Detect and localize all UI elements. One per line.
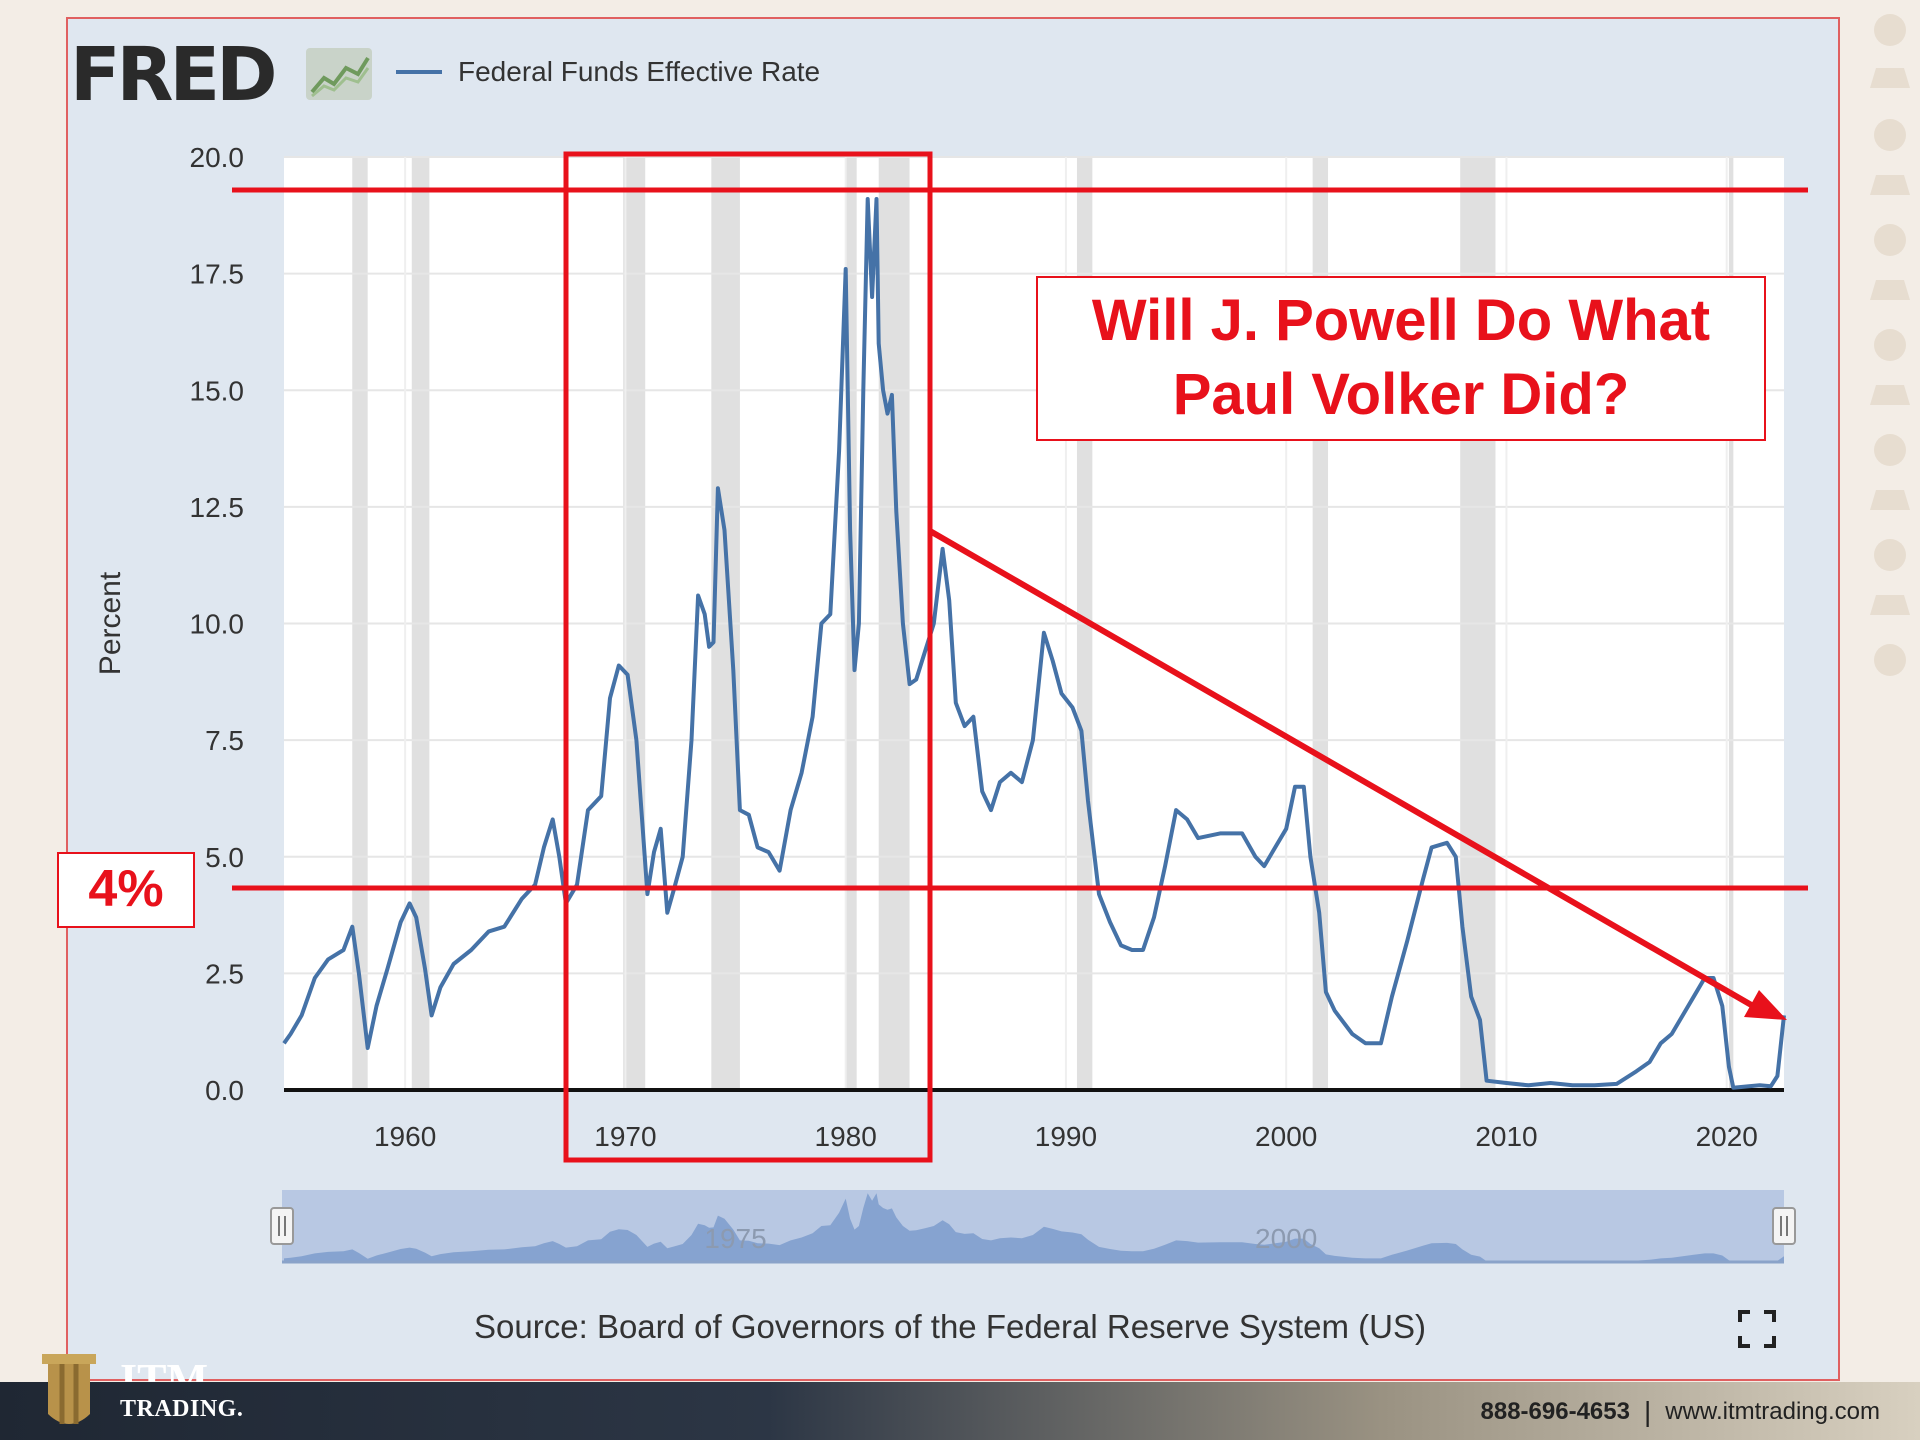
x-tick-label: 1980 [815, 1121, 877, 1152]
y-tick-label: 7.5 [205, 725, 244, 756]
y-tick-label: 20.0 [190, 142, 245, 173]
y-tick-label: 17.5 [190, 259, 245, 290]
headline-line-2: Paul Volker Did? [1173, 362, 1630, 427]
x-tick-label: 2010 [1475, 1121, 1537, 1152]
y-tick-label: 15.0 [190, 375, 245, 406]
line-chart-icon [306, 48, 372, 100]
y-tick-label: 5.0 [205, 842, 244, 873]
legend-label: Federal Funds Effective Rate [458, 56, 821, 87]
fred-logo[interactable]: FRED [70, 32, 278, 118]
grip-handle-icon[interactable] [270, 1207, 294, 1245]
legend-swatch [396, 70, 442, 74]
level-label: 4% [88, 860, 163, 918]
highlight-box [563, 151, 933, 1163]
y-axis-label: Percent [94, 571, 127, 675]
trend-arrow-line [928, 528, 1762, 1013]
handle-body [270, 1207, 294, 1245]
navigator-label: 2000 [1255, 1223, 1317, 1254]
y-tick-label: 10.0 [190, 609, 245, 640]
x-tick-label: 1990 [1035, 1121, 1097, 1152]
level-label-box [57, 852, 195, 928]
footer-website[interactable]: www.itmtrading.com [1665, 1398, 1880, 1425]
y-tick-label: 12.5 [190, 492, 245, 523]
footer-separator: | [1643, 1396, 1652, 1427]
x-tick-label: 2020 [1696, 1121, 1758, 1152]
headline-box [1036, 276, 1766, 441]
headline-line-1: Will J. Powell Do What [1092, 288, 1710, 353]
navigator-label: 1975 [704, 1223, 766, 1254]
footer-bar [0, 1382, 1920, 1440]
itm-logo-icon [42, 1354, 96, 1424]
source-note: Source: Board of Governors of the Federa… [474, 1308, 1426, 1345]
trend-arrow-head [1744, 990, 1787, 1020]
y-tick-label: 2.5 [205, 958, 244, 989]
x-tick-label: 1960 [374, 1121, 436, 1152]
footer-contact: 888-696-4653 | www.itmtrading.com [1481, 1396, 1880, 1428]
series-line [282, 197, 1786, 1090]
grip-handle-icon[interactable] [1772, 1207, 1796, 1245]
fullscreen-expand-icon[interactable] [1738, 1310, 1776, 1348]
background-decoration [1870, 14, 1910, 676]
x-tick-label: 2000 [1255, 1121, 1317, 1152]
footer-brand-top: ITM [120, 1358, 208, 1382]
footer-brand: TRADING. [120, 1396, 244, 1422]
handle-body [1772, 1207, 1796, 1245]
navigator-area [284, 1193, 1784, 1262]
x-tick-label: 1970 [594, 1121, 656, 1152]
footer-phone[interactable]: 888-696-4653 [1480, 1398, 1630, 1425]
chart-legend[interactable]: Federal Funds Effective Rate [396, 52, 820, 92]
y-tick-label: 0.0 [205, 1075, 244, 1106]
